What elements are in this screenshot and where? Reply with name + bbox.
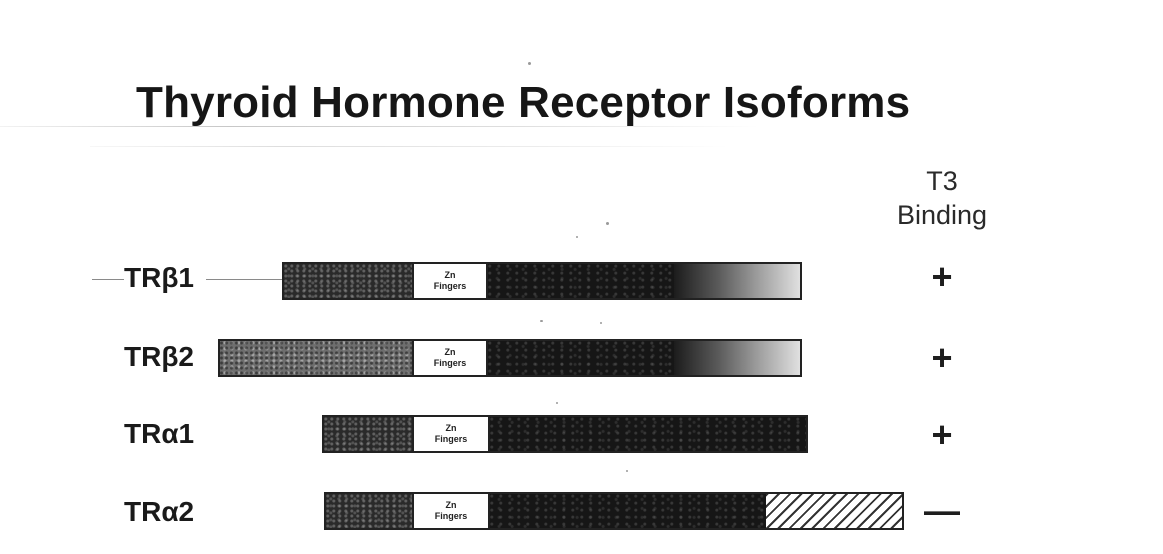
carboxy-terminal-domain (674, 264, 800, 298)
page-title: Thyroid Hormone Receptor Isoforms (136, 78, 911, 127)
scan-speck (626, 470, 628, 472)
scan-speck (600, 322, 602, 324)
isoform-label-trb2: TRβ2 (124, 341, 194, 372)
isoform-label-tra2: TRα2 (124, 496, 195, 527)
zinc-finger-domain: Zn Fingers (412, 494, 490, 528)
zinc-finger-label-line2: Fingers (434, 511, 468, 521)
zinc-finger-label-line1: Zn (445, 423, 457, 433)
zinc-finger-domain: Zn Fingers (412, 264, 488, 298)
isoform-label-tra1: TRα1 (124, 418, 195, 449)
isoform-bar-tra1: Zn Fingers (322, 415, 808, 453)
t3-binding-sign-trb1: + (931, 256, 953, 297)
zinc-finger-label-line2: Fingers (434, 434, 468, 444)
scan-speck (606, 222, 609, 225)
amino-terminal-domain (324, 417, 412, 451)
zinc-finger-label-line1: Zn (445, 500, 457, 510)
t3-header-line2: Binding (896, 200, 988, 230)
title-underline-secondary (90, 146, 730, 147)
zinc-finger-domain: Zn Fingers (412, 417, 490, 451)
isoform-label-trb1: TRβ1 (124, 262, 194, 293)
isoform-bar-tra2: Zn Fingers (324, 492, 904, 530)
zinc-finger-label-line2: Fingers (433, 358, 467, 368)
ligand-binding-domain (488, 341, 674, 375)
amino-terminal-domain (220, 341, 412, 375)
ligand-binding-domain (488, 264, 674, 298)
t3-binding-sign-tra2: — (924, 490, 960, 531)
zinc-finger-domain: Zn Fingers (412, 341, 488, 375)
isoform-bar-trb1: Zn Fingers (282, 262, 802, 300)
scan-speck (556, 402, 558, 404)
t3-header-line1: T3 (926, 166, 958, 196)
ligand-binding-domain (490, 417, 806, 451)
scan-speck (576, 236, 578, 238)
t3-binding-header: T3 Binding (872, 164, 1012, 232)
row-leader-line (206, 279, 282, 280)
zinc-finger-label-line2: Fingers (433, 281, 467, 291)
row-leader-line (92, 279, 124, 280)
amino-terminal-domain (326, 494, 412, 528)
ligand-binding-domain (490, 494, 766, 528)
isoform-bar-trb2: Zn Fingers (218, 339, 802, 377)
scan-speck (540, 320, 543, 322)
zinc-finger-label-line1: Zn (444, 270, 456, 280)
amino-terminal-domain (284, 264, 412, 298)
t3-binding-sign-tra1: + (931, 414, 953, 455)
zinc-finger-label-line1: Zn (444, 347, 456, 357)
title-underline (0, 126, 760, 127)
carboxy-terminal-domain (674, 341, 800, 375)
t3-binding-sign-trb2: + (931, 337, 953, 378)
alternative-carboxy-terminal-domain (766, 494, 902, 528)
scan-speck (528, 62, 531, 65)
